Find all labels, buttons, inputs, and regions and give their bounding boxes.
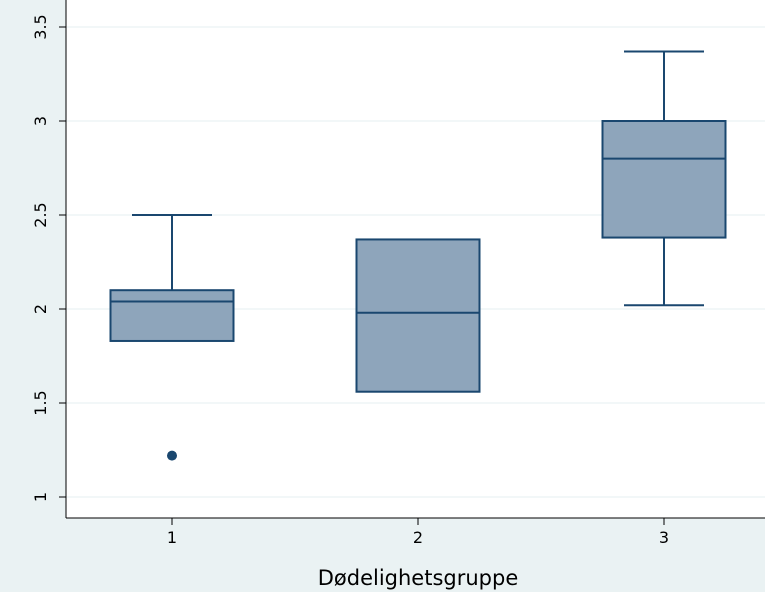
box-group-1 bbox=[109, 214, 235, 461]
y-tick-label: 1.5 bbox=[31, 390, 50, 415]
y-tick-label: 2 bbox=[31, 304, 50, 314]
iqr-box bbox=[109, 289, 235, 342]
y-tick-label: 1 bbox=[31, 492, 50, 502]
y-axis-ticks: 1 1.5 2 2.5 3 3.5 bbox=[31, 14, 66, 502]
y-tick-label: 3.5 bbox=[31, 14, 50, 39]
x-axis-title: Dødelighetsgruppe bbox=[318, 566, 519, 590]
x-tick-label: 1 bbox=[167, 528, 177, 547]
iqr-box bbox=[601, 120, 727, 239]
box-group-2 bbox=[355, 238, 481, 393]
box-group-3 bbox=[601, 50, 727, 307]
x-tick-label: 3 bbox=[659, 528, 669, 547]
boxes bbox=[109, 50, 727, 461]
x-axis-ticks: 1 2 3 bbox=[167, 518, 669, 547]
x-tick-label: 2 bbox=[413, 528, 423, 547]
iqr-box bbox=[355, 238, 481, 393]
y-tick-label: 2.5 bbox=[31, 202, 50, 227]
y-tick-label: 3 bbox=[31, 116, 50, 126]
outlier-point bbox=[167, 450, 177, 461]
